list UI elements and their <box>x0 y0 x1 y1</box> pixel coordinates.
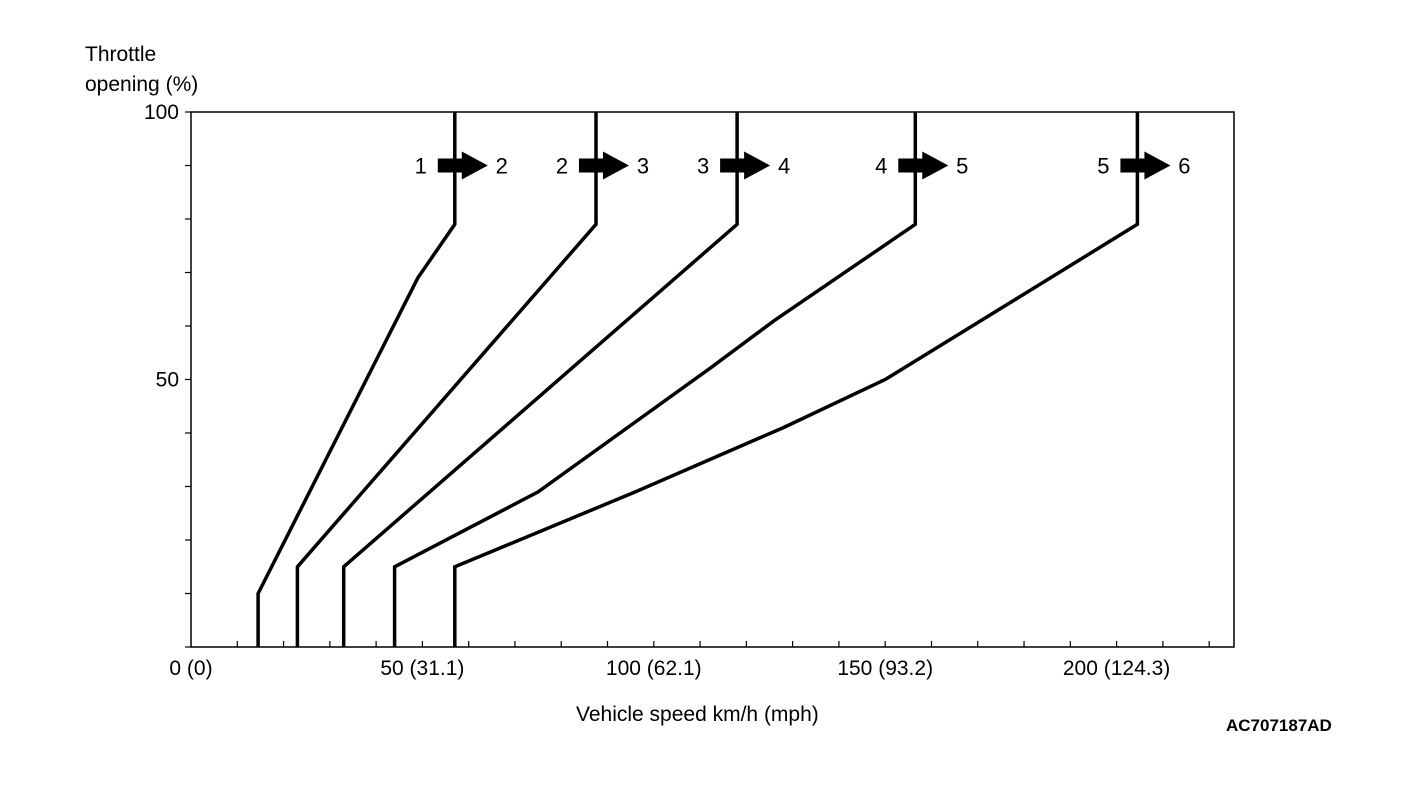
shift-from-label: 3 <box>697 154 709 179</box>
shift-from-label: 1 <box>415 154 427 179</box>
x-tick-label: 200 (124.3) <box>1063 657 1170 680</box>
shift-to-label: 5 <box>956 154 968 179</box>
y-axis-title-line-2: opening (%) <box>85 73 199 96</box>
shift-to-label: 2 <box>496 154 508 179</box>
right-arrow-icon <box>898 151 949 180</box>
shift-to-label: 6 <box>1178 154 1190 179</box>
plot-frame <box>190 111 1235 648</box>
shift-line-5 <box>453 112 1140 647</box>
figure-code: AC707187AD <box>1226 716 1332 735</box>
shift-from-label: 5 <box>1097 154 1109 179</box>
y-tick-label: 50 <box>156 369 179 392</box>
y-axis-title: Throttle opening (%) <box>85 40 198 100</box>
x-tick-label: 50 (31.1) <box>380 657 464 680</box>
right-arrow-icon <box>1120 151 1171 180</box>
shift-from-label: 2 <box>556 154 568 179</box>
right-arrow-icon <box>720 151 771 180</box>
shift-from-label: 4 <box>875 154 887 179</box>
x-tick-label: 0 (0) <box>169 657 212 680</box>
shift-line-1 <box>256 112 457 647</box>
right-arrow-icon <box>578 151 629 180</box>
shift-to-label: 4 <box>778 154 790 179</box>
right-arrow-icon <box>437 151 488 180</box>
x-tick-label: 100 (62.1) <box>606 657 702 680</box>
shift-to-label: 3 <box>637 154 649 179</box>
shift-line-3 <box>341 112 739 647</box>
x-axis-title: Vehicle speed km/h (mph) <box>576 703 819 726</box>
x-tick-label: 150 (93.2) <box>837 657 933 680</box>
y-tick-label: 100 <box>144 101 179 124</box>
shift-line-4 <box>392 112 918 647</box>
y-axis-title-line-1: Throttle <box>85 43 157 66</box>
